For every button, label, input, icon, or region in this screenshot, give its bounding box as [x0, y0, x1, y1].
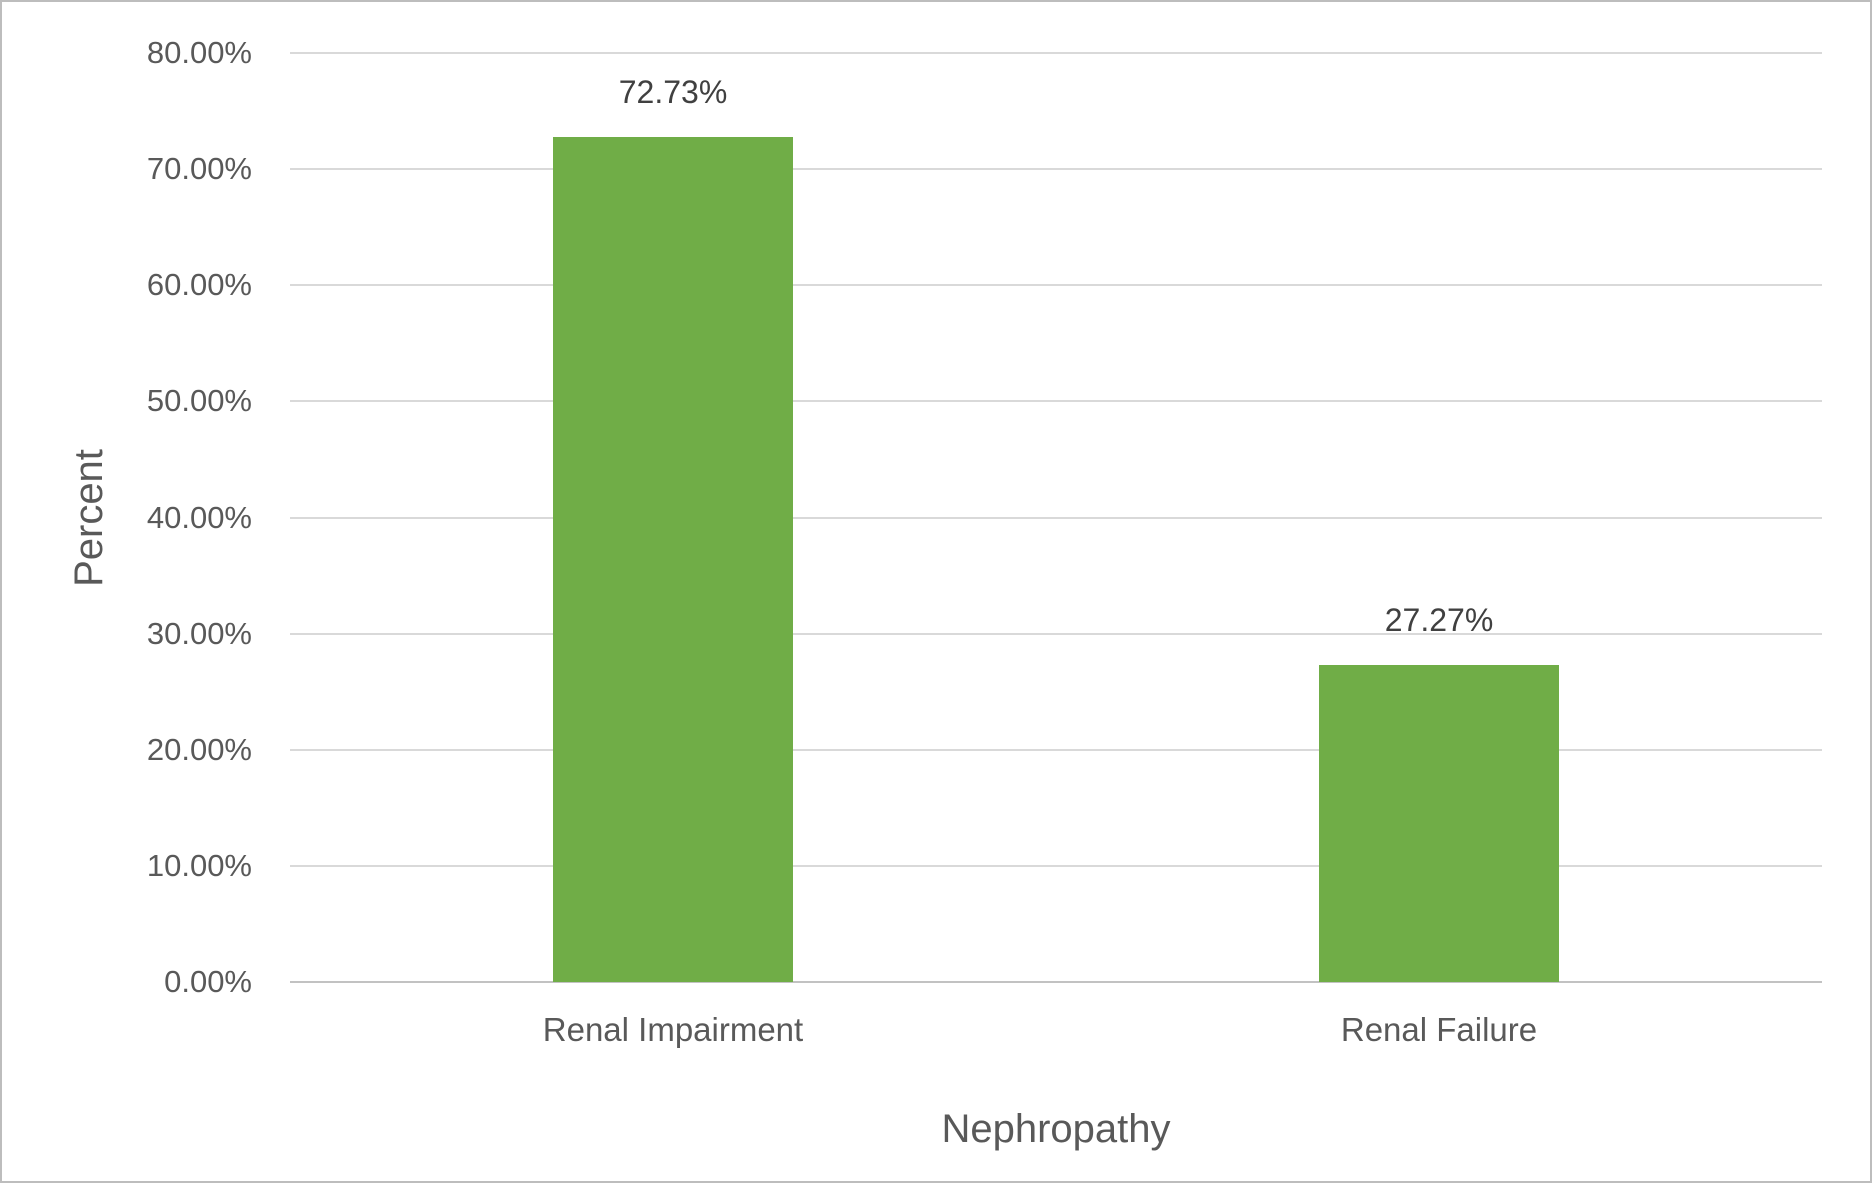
x-axis-title: Nephropathy — [941, 1107, 1171, 1151]
y-tick-label: 50.00% — [146, 383, 252, 419]
gridline — [290, 516, 1822, 519]
gridline — [290, 284, 1822, 287]
bar-renal-failure — [1319, 665, 1559, 982]
gridline — [290, 168, 1822, 171]
y-tick-label: 80.00% — [146, 35, 252, 70]
data-label: 27.27% — [1384, 602, 1494, 639]
category-label: Renal Impairment — [542, 1011, 804, 1048]
gridline — [290, 52, 1822, 54]
bar-renal-impairment — [553, 137, 793, 982]
gridline — [290, 748, 1822, 751]
category-label: Renal Failure — [1340, 1011, 1538, 1048]
y-tick-label: 10.00% — [146, 847, 252, 883]
y-tick-label: 70.00% — [146, 151, 252, 187]
y-tick-label: 60.00% — [146, 267, 252, 303]
gridline — [290, 864, 1822, 867]
y-tick-label: 0.00% — [164, 964, 252, 999]
y-tick-label: 30.00% — [146, 615, 252, 651]
y-tick-label: 40.00% — [146, 499, 252, 535]
gridline — [290, 632, 1822, 635]
x-axis-line — [290, 981, 1822, 983]
gridline — [290, 400, 1822, 403]
data-label: 72.73% — [618, 74, 728, 111]
y-tick-label: 20.00% — [146, 731, 252, 767]
